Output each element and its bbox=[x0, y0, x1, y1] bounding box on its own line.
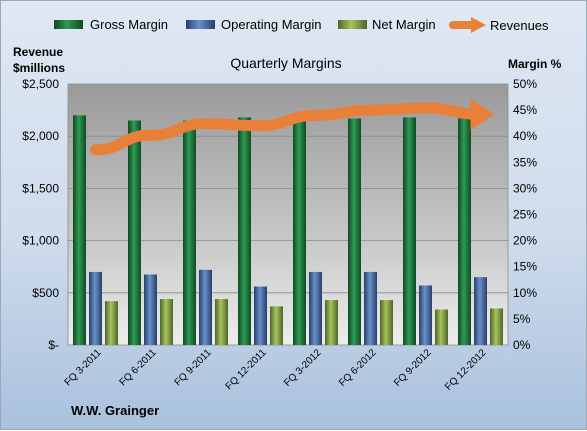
left-tick-2-000: $2,000 bbox=[22, 129, 59, 143]
legend-label-revenues: Revenues bbox=[490, 18, 549, 33]
bar-operating-margin-fq-9-2012 bbox=[419, 285, 432, 345]
right-axis-title: Margin % bbox=[508, 57, 562, 71]
legend-item-revenues: Revenues bbox=[453, 17, 549, 33]
bar-operating-margin-fq-12-2012 bbox=[474, 277, 487, 345]
legend-item-operating-margin: Operating Margin bbox=[186, 17, 321, 32]
right-tick-40: 40% bbox=[513, 129, 537, 143]
category-label-fq-9-2011: FQ 9-2011 bbox=[173, 347, 214, 388]
legend-item-net-margin: Net Margin bbox=[338, 17, 436, 32]
category-label-fq-9-2012: FQ 9-2012 bbox=[392, 347, 434, 389]
category-label-fq-3-2011: FQ 3-2011 bbox=[63, 347, 104, 388]
legend-label-gross-margin: Gross Margin bbox=[90, 17, 168, 32]
legend-label-operating-margin: Operating Margin bbox=[221, 17, 321, 32]
legend-label-net-margin: Net Margin bbox=[372, 17, 436, 32]
bar-operating-margin-fq-3-2011 bbox=[89, 272, 102, 345]
right-tick-10: 10% bbox=[513, 286, 537, 300]
legend-arrowhead-revenues bbox=[471, 17, 486, 33]
bar-gross-margin-fq-6-2012 bbox=[348, 118, 361, 345]
bar-net-margin-fq-3-2012 bbox=[325, 300, 338, 345]
category-label-fq-6-2011: FQ 6-2011 bbox=[118, 347, 159, 388]
bar-gross-margin-fq-3-2011 bbox=[73, 115, 86, 345]
bar-gross-margin-fq-9-2012 bbox=[403, 117, 416, 345]
legend-item-gross-margin: Gross Margin bbox=[54, 17, 168, 32]
category-label-fq-12-2011: FQ 12-2011 bbox=[224, 347, 269, 392]
category-label-fq-6-2012: FQ 6-2012 bbox=[337, 347, 379, 389]
left-tick-1-000: $1,000 bbox=[22, 234, 59, 248]
footer-label: W.W. Grainger bbox=[71, 403, 159, 418]
bar-operating-margin-fq-3-2012 bbox=[309, 272, 322, 345]
bar-operating-margin-fq-6-2011 bbox=[144, 275, 157, 345]
right-tick-45: 45% bbox=[513, 103, 537, 117]
left-tick-500: $500 bbox=[32, 286, 59, 300]
right-tick-0: 0% bbox=[513, 338, 531, 352]
right-tick-5: 5% bbox=[513, 312, 531, 326]
bar-operating-margin-fq-9-2011 bbox=[199, 270, 212, 345]
right-tick-35: 35% bbox=[513, 155, 537, 169]
legend-swatch-operating-margin bbox=[186, 20, 215, 29]
left-axis-title-line-1: Revenue bbox=[13, 45, 63, 59]
bar-gross-margin-fq-6-2011 bbox=[128, 121, 141, 345]
legend: Gross Margin Operating Margin Net Margin… bbox=[54, 17, 549, 33]
bar-net-margin-fq-9-2011 bbox=[215, 299, 228, 345]
left-axis-title-line-2: $millions bbox=[13, 61, 65, 75]
left-axis: $- $500 $1,000 $1,500 $2,000 $2,500 bbox=[22, 77, 59, 352]
bar-gross-margin-fq-3-2012 bbox=[293, 113, 306, 345]
bar-net-margin-fq-6-2011 bbox=[160, 299, 173, 345]
bar-net-margin-fq-12-2011 bbox=[270, 306, 283, 345]
right-tick-30: 30% bbox=[513, 181, 537, 195]
right-axis: 0% 5% 10% 15% 20% 25% 30% 35% 40% 45% 50% bbox=[513, 77, 537, 352]
bar-gross-margin-fq-12-2011 bbox=[238, 117, 251, 345]
right-tick-15: 15% bbox=[513, 260, 537, 274]
bar-gross-margin-fq-9-2011 bbox=[183, 121, 196, 345]
legend-swatch-gross-margin bbox=[54, 20, 83, 29]
category-label-fq-12-2012: FQ 12-2012 bbox=[443, 347, 489, 393]
left-tick-: $- bbox=[48, 338, 59, 352]
bar-net-margin-fq-6-2012 bbox=[380, 300, 393, 345]
right-tick-25: 25% bbox=[513, 208, 537, 222]
left-tick-2-500: $2,500 bbox=[22, 77, 59, 91]
category-label-fq-3-2012: FQ 3-2012 bbox=[282, 347, 324, 389]
legend-swatch-net-margin bbox=[338, 20, 367, 29]
bar-operating-margin-fq-6-2012 bbox=[364, 272, 377, 345]
left-tick-1-500: $1,500 bbox=[22, 181, 59, 195]
chart-title: Quarterly Margins bbox=[230, 55, 341, 71]
right-tick-50: 50% bbox=[513, 77, 537, 91]
bar-net-margin-fq-12-2012 bbox=[490, 308, 503, 345]
bar-gross-margin-fq-12-2012 bbox=[458, 118, 471, 345]
bar-operating-margin-fq-12-2011 bbox=[254, 287, 267, 345]
bar-net-margin-fq-3-2011 bbox=[105, 301, 118, 345]
bar-net-margin-fq-9-2012 bbox=[435, 310, 448, 345]
right-tick-20: 20% bbox=[513, 234, 537, 248]
